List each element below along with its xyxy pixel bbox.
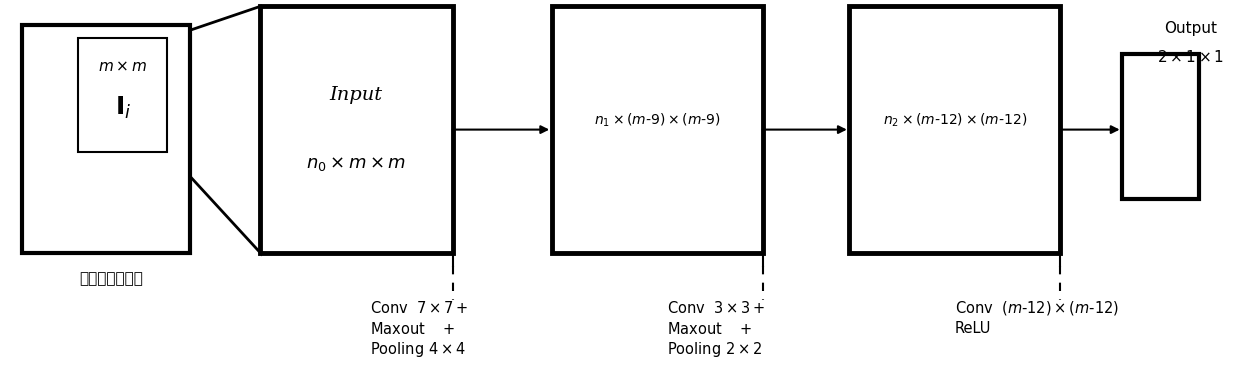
Bar <box>260 6 453 253</box>
Text: $n_0\times m\times m$: $n_0\times m\times m$ <box>306 156 405 173</box>
Text: Input: Input <box>330 86 382 104</box>
Bar <box>552 6 763 253</box>
Text: $2\times1\times1$: $2\times1\times1$ <box>1157 49 1224 65</box>
Bar <box>78 38 167 152</box>
Bar <box>22 25 190 253</box>
Text: $n_2\times(m$-$12)\times(m$-$12)$: $n_2\times(m$-$12)\times(m$-$12)$ <box>883 112 1027 129</box>
Text: $m\times m$: $m\times m$ <box>98 59 148 74</box>
Text: Conv  $7\times7+$: Conv $7\times7+$ <box>370 300 467 316</box>
Polygon shape <box>167 6 260 253</box>
Bar <box>849 6 1060 253</box>
Bar <box>1122 54 1199 199</box>
Text: 鼻咏部肿瘦图像: 鼻咏部肿瘦图像 <box>79 271 144 286</box>
Text: Output: Output <box>1164 21 1216 36</box>
Text: ReLU: ReLU <box>955 321 991 336</box>
Text: Conv  $3\times3+$: Conv $3\times3+$ <box>667 300 765 316</box>
Text: $\mathbf{I}_{i}$: $\mathbf{I}_{i}$ <box>114 94 131 120</box>
Text: Pooling $4\times4$: Pooling $4\times4$ <box>370 340 465 359</box>
Text: Maxout    $+$: Maxout $+$ <box>370 321 455 337</box>
Text: $n_1\times(m$-$9)\times(m$-$9)$: $n_1\times(m$-$9)\times(m$-$9)$ <box>594 112 720 129</box>
Text: Maxout    $+$: Maxout $+$ <box>667 321 753 337</box>
Text: Conv  $(m$-$12)\times(m$-$12)$: Conv $(m$-$12)\times(m$-$12)$ <box>955 299 1118 317</box>
Text: Pooling $2\times2$: Pooling $2\times2$ <box>667 340 763 359</box>
